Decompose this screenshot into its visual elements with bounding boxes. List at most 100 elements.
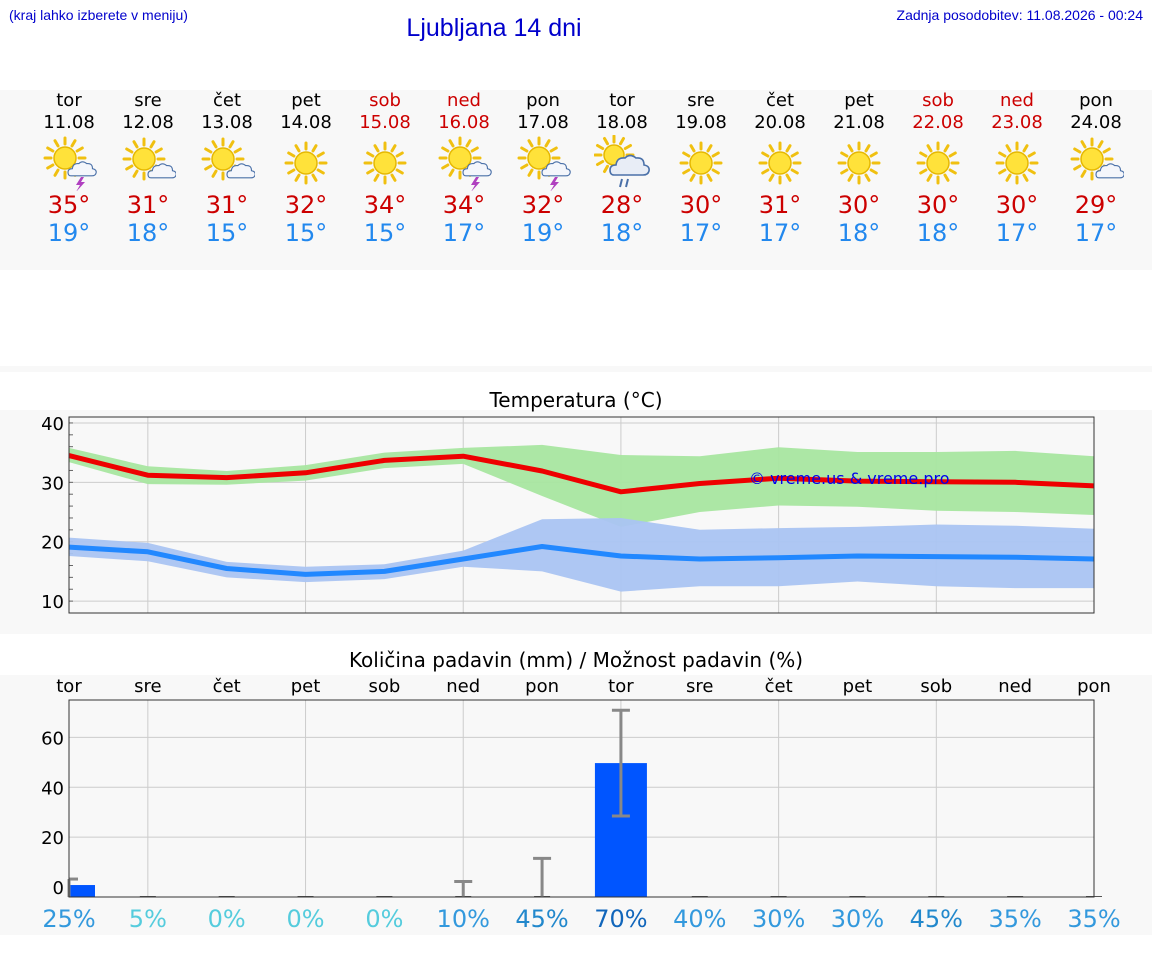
temp-min: 19° xyxy=(47,219,91,247)
forecast-strip xyxy=(0,90,1152,270)
day-date: 19.08 xyxy=(675,112,727,133)
day-column: sre 12.08 31° 18° xyxy=(109,90,188,247)
sun-icon xyxy=(899,135,978,191)
sun-cloud-rain-icon xyxy=(583,135,662,191)
day-label: tor xyxy=(56,676,82,697)
day-date: 22.08 xyxy=(912,112,964,133)
day-name: pon xyxy=(526,90,560,111)
temperature-chart: 10 20 30 40 © vreme.us & vreme.pro xyxy=(41,414,1095,614)
y-tick-label: 0 xyxy=(53,878,64,899)
temp-min: 17° xyxy=(1074,219,1118,247)
y-tick-label: 60 xyxy=(41,728,64,749)
temp-max: 31° xyxy=(205,191,249,219)
sun-cloud-thunder-icon xyxy=(504,135,583,191)
temp-min: 15° xyxy=(284,219,328,247)
day-name: sob xyxy=(922,90,954,111)
temp-max: 30° xyxy=(995,191,1039,219)
precip-probability: 5% xyxy=(129,905,167,933)
day-name: sre xyxy=(687,90,715,111)
precip-probability: 30% xyxy=(831,905,884,933)
sun-cloud-thunder-icon xyxy=(425,135,504,191)
day-column: čet 20.08 31° 17° xyxy=(741,90,820,247)
max-temp-range xyxy=(69,444,1094,527)
temp-max: 28° xyxy=(600,191,644,219)
y-tick-label: 40 xyxy=(41,778,64,799)
precip-probability: 0% xyxy=(365,905,403,933)
watermark: © vreme.us & vreme.pro xyxy=(749,469,950,488)
temp-max: 31° xyxy=(126,191,170,219)
day-date: 17.08 xyxy=(517,112,569,133)
precip-probability: 35% xyxy=(1067,905,1120,933)
precipitation-chart: tor sre čet pet sob ned pon tor sre čet pet sob ned p… xyxy=(41,676,1121,933)
temp-min: 15° xyxy=(363,219,407,247)
day-column: sob 22.08 30° 18° xyxy=(899,90,978,247)
day-label: sob xyxy=(920,676,952,697)
plot-border xyxy=(68,699,1095,898)
day-name: tor xyxy=(609,90,635,111)
temp-min: 18° xyxy=(916,219,960,247)
day-label: tor xyxy=(608,676,634,697)
day-column: pet 14.08 32° 15° xyxy=(267,90,346,247)
y-tick-label: 30 xyxy=(41,473,64,494)
day-name: pet xyxy=(844,90,874,111)
sun-cloud-thunder-icon xyxy=(30,135,109,191)
temp-max: 30° xyxy=(679,191,723,219)
sun-cloud-icon xyxy=(1057,135,1136,191)
day-column: pet 21.08 30° 18° xyxy=(820,90,899,247)
day-label: sre xyxy=(134,676,161,697)
y-tick-label: 10 xyxy=(41,592,64,613)
temp-max: 32° xyxy=(521,191,565,219)
day-label: čet xyxy=(213,676,241,697)
precip-probability: 70% xyxy=(594,905,647,933)
temp-max: 34° xyxy=(363,191,407,219)
sun-icon xyxy=(346,135,425,191)
day-name: pon xyxy=(1079,90,1113,111)
day-date: 20.08 xyxy=(754,112,806,133)
day-label: ned xyxy=(998,676,1032,697)
sun-icon xyxy=(662,135,741,191)
last-updated: Zadnja posodobitev: 11.08.2026 - 00:24 xyxy=(896,7,1143,23)
plot-border xyxy=(68,416,1095,614)
temp-min: 19° xyxy=(521,219,565,247)
precip-probability: 40% xyxy=(673,905,726,933)
day-date: 14.08 xyxy=(280,112,332,133)
sun-cloud-icon xyxy=(109,135,188,191)
plot-area xyxy=(69,700,1094,897)
temp-min: 17° xyxy=(679,219,723,247)
day-column: pon 24.08 29° 17° xyxy=(1057,90,1136,247)
precip-probability: 25% xyxy=(42,905,95,933)
temp-min: 17° xyxy=(995,219,1039,247)
day-column: pon 17.08 32° 19° xyxy=(504,90,583,247)
day-label: pet xyxy=(291,676,321,697)
day-label: čet xyxy=(765,676,793,697)
day-column: ned 23.08 30° 17° xyxy=(978,90,1057,247)
day-date: 24.08 xyxy=(1070,112,1122,133)
temp-min: 18° xyxy=(126,219,170,247)
temp-min: 18° xyxy=(600,219,644,247)
precip-probability: 30% xyxy=(752,905,805,933)
precip-bar xyxy=(69,885,95,897)
y-tick-label: 40 xyxy=(41,414,64,435)
temp-max: 32° xyxy=(284,191,328,219)
max-temp-line xyxy=(68,453,1095,495)
temp-max: 31° xyxy=(758,191,802,219)
day-label: pet xyxy=(843,676,873,697)
sun-icon xyxy=(267,135,346,191)
day-column: čet 13.08 31° 15° xyxy=(188,90,267,247)
day-label: ned xyxy=(446,676,480,697)
sun-icon xyxy=(978,135,1057,191)
temp-max: 29° xyxy=(1074,191,1118,219)
day-label: pon xyxy=(525,676,559,697)
precip-probability: 35% xyxy=(988,905,1041,933)
y-tick-label: 20 xyxy=(41,828,64,849)
day-column: tor 11.08 35° 19° xyxy=(30,90,109,247)
day-name: tor xyxy=(56,90,82,111)
location-hint: (kraj lahko izberete v meniju) xyxy=(9,7,188,23)
day-date: 13.08 xyxy=(201,112,253,133)
temp-max: 30° xyxy=(916,191,960,219)
divider xyxy=(0,366,1152,372)
day-date: 15.08 xyxy=(359,112,411,133)
day-label: sob xyxy=(368,676,400,697)
day-name: pet xyxy=(291,90,321,111)
day-date: 12.08 xyxy=(122,112,174,133)
